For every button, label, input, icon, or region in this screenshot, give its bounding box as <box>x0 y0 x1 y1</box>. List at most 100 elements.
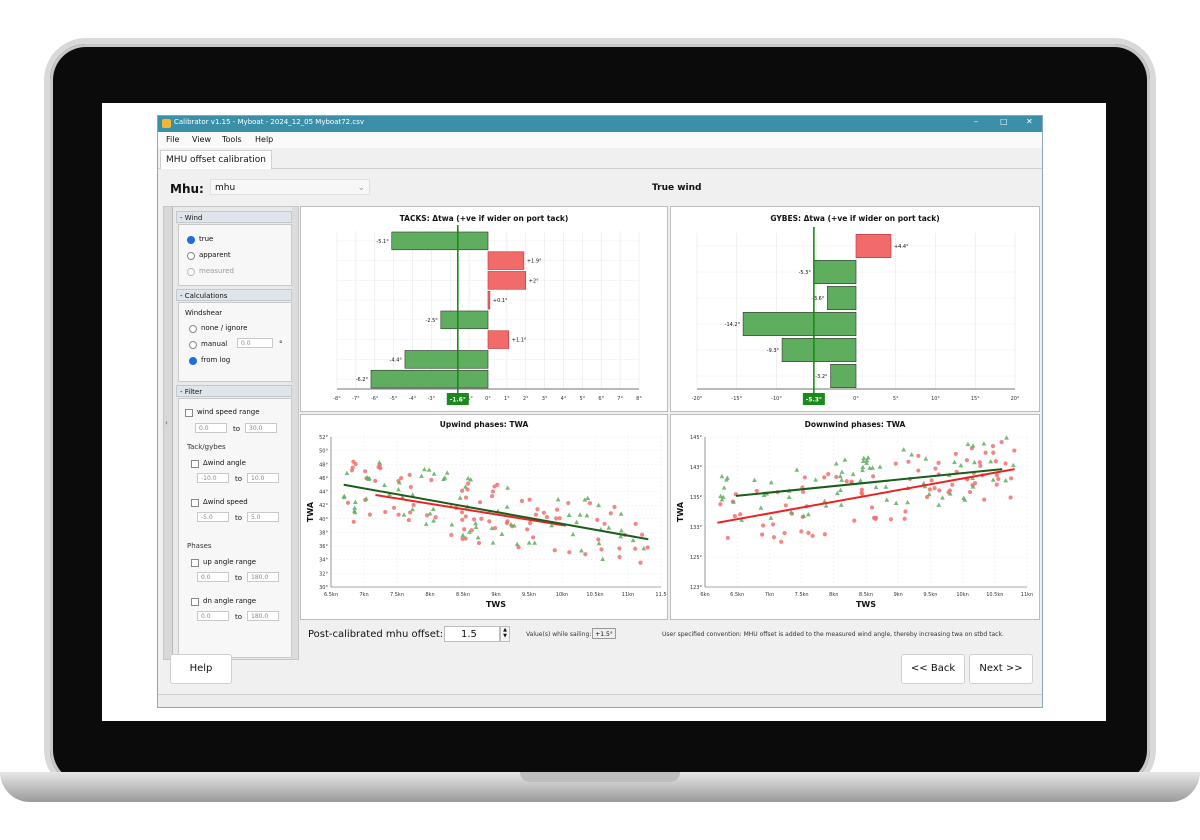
scatter-point-green <box>921 480 927 486</box>
scatter-point-red <box>1009 476 1014 481</box>
scatter-point-green <box>1003 477 1009 483</box>
scatter-point-green <box>805 511 811 517</box>
up-angle-from-input[interactable]: 0.0 <box>197 572 229 582</box>
scatter-point-green <box>761 492 767 497</box>
scatter-point-red <box>383 509 388 515</box>
x-tick-label: 6kn <box>700 592 709 598</box>
scatter-point-red <box>633 521 638 526</box>
bar <box>487 271 527 290</box>
scatter-point-red <box>852 518 857 523</box>
filter-section-header[interactable]: - Filter <box>176 385 292 397</box>
up-angle-range-checkbox[interactable] <box>191 559 199 567</box>
dwind-speed-checkbox[interactable] <box>191 499 199 507</box>
scatter-point-green <box>574 519 579 525</box>
mean-badge <box>802 393 825 405</box>
app-window: Calibrator v1.15 - Myboat - 2024_12_05 M… <box>157 115 1043 708</box>
dwind-speed-to-input[interactable]: 5.0 <box>247 512 279 522</box>
scatter-point-red <box>552 548 557 553</box>
wind-speed-from-input[interactable]: 0.0 <box>195 423 227 433</box>
scatter-point-red <box>933 466 938 471</box>
scatter-point-red <box>888 517 894 522</box>
menu-help[interactable]: Help <box>255 135 274 144</box>
scatter-point-green <box>867 465 873 470</box>
scatter-point-red <box>463 514 468 519</box>
scatter-point-green <box>505 485 511 490</box>
radio-from-log[interactable] <box>189 357 197 365</box>
x-axis-label: TWS <box>856 600 876 609</box>
mhu-select[interactable]: mhu ⌄ <box>210 179 370 195</box>
trend-line-green <box>343 483 649 541</box>
manual-windshear-input[interactable]: 0.0 <box>237 338 273 348</box>
scatter-point-red <box>869 505 875 510</box>
wind-speed-range-checkbox[interactable] <box>185 409 193 417</box>
scatter-point-green <box>970 484 976 489</box>
scatter-point-red <box>489 493 495 499</box>
scatter-point-red <box>612 504 617 510</box>
scatter-point-red <box>906 459 911 464</box>
scatter-point-red <box>937 488 942 493</box>
bar <box>827 286 857 311</box>
post-calibrated-input[interactable]: 1.5 <box>444 626 500 642</box>
scatter-point-red <box>351 519 356 524</box>
radio-manual[interactable] <box>189 341 197 349</box>
scatter-point-red <box>460 536 465 541</box>
scatter-point-green <box>970 475 975 480</box>
radio-measured[interactable] <box>187 268 195 276</box>
up-angle-to-input[interactable]: 180.0 <box>247 572 279 582</box>
scatter-point-red <box>449 532 454 538</box>
scatter-point-green <box>465 475 471 481</box>
scatter-point-red <box>351 459 356 464</box>
dn-angle-from-input[interactable]: 0.0 <box>197 611 229 621</box>
menu-tools[interactable]: Tools <box>222 135 242 144</box>
scatter-point-green <box>873 484 879 490</box>
scatter-point-green <box>600 556 606 561</box>
dwind-angle-to-input[interactable]: 10.0 <box>247 473 279 483</box>
menu-file[interactable]: File <box>166 135 180 144</box>
wind-speed-to-input[interactable]: 30.0 <box>245 423 277 433</box>
minimize-button[interactable]: – <box>974 117 978 126</box>
scatter-point-red <box>859 487 864 492</box>
y-tick-label: 38° <box>319 530 328 536</box>
dwind-speed-from-input[interactable]: -5.0 <box>197 512 229 522</box>
settings-scrollbar[interactable] <box>292 207 298 659</box>
title-bar[interactable]: Calibrator v1.15 - Myboat - 2024_12_05 M… <box>158 116 1042 132</box>
bar <box>830 364 857 389</box>
x-tick-label: -20° <box>692 396 703 402</box>
scatter-point-red <box>566 500 571 506</box>
menu-view[interactable]: View <box>192 135 211 144</box>
radio-none-ignore[interactable] <box>189 325 197 333</box>
close-button[interactable]: ✕ <box>1026 117 1033 126</box>
scatter-point-red <box>983 450 988 455</box>
scatter-point-red <box>555 507 560 512</box>
scatter-point-red <box>602 521 607 526</box>
help-button[interactable]: Help <box>170 654 232 684</box>
tab-mhu-offset-calibration[interactable]: MHU offset calibration <box>160 150 272 169</box>
scatter-point-green <box>427 511 433 516</box>
radio-true[interactable] <box>187 236 195 244</box>
scatter-point-red <box>782 530 787 536</box>
collapse-strip[interactable]: ‹ <box>164 207 173 659</box>
next-button[interactable]: Next >> <box>969 654 1033 684</box>
scatter-point-red <box>411 502 416 508</box>
radio-apparent[interactable] <box>187 252 195 260</box>
dwind-angle-label: Δwind angle <box>203 459 246 467</box>
scatter-point-red <box>993 459 998 464</box>
radio-none-ignore-label: none / ignore <box>201 324 248 332</box>
dn-angle-range-checkbox[interactable] <box>191 598 199 606</box>
scatter-point-green <box>473 520 478 526</box>
scatter-point-green <box>421 466 427 472</box>
post-calibrated-spinner[interactable]: ▲ ▼ <box>500 626 510 642</box>
dwind-angle-checkbox[interactable] <box>191 460 199 468</box>
y-tick-label: 32° <box>319 571 328 577</box>
x-tick-label: 8kn <box>829 592 838 598</box>
dwind-angle-from-input[interactable]: -10.0 <box>197 473 229 483</box>
dn-angle-to-input[interactable]: 180.0 <box>247 611 279 621</box>
data-label: +0.1° <box>493 298 508 304</box>
calculations-section-header[interactable]: - Calculations <box>176 289 292 301</box>
scatter-point-red <box>567 550 572 555</box>
back-button[interactable]: << Back <box>901 654 965 684</box>
maximize-button[interactable]: □ <box>1000 117 1008 126</box>
values-while-sailing-label: Value(s) while sailing: <box>526 631 592 638</box>
chart-title: TACKS: Δtwa (+ve if wider on port tack) <box>400 214 569 223</box>
wind-section-header[interactable]: - Wind <box>176 211 292 223</box>
